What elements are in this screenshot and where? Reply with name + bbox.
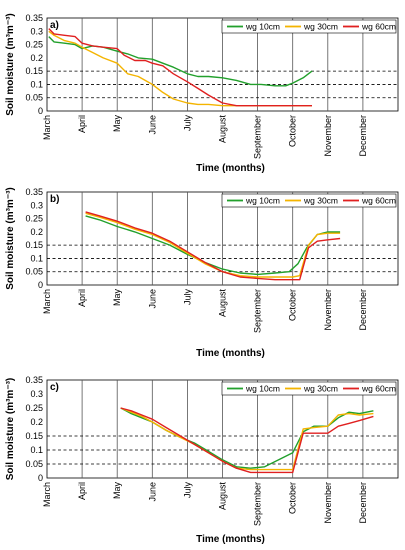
y-tick-label: 0.1	[30, 445, 43, 455]
x-tick-label: November	[323, 289, 333, 331]
x-tick-label: April	[77, 482, 87, 500]
x-tick-label: April	[77, 115, 87, 133]
y-tick-label: 0.35	[25, 13, 43, 23]
x-tick-label: September	[253, 482, 263, 526]
chart-panel-a: 0 0.05 0.1 0.15 0.2 0.25 0.3 0.35 March April May J…	[0, 0, 405, 184]
series-line-wg-60cm	[48, 28, 312, 107]
y-tick-label: 0.25	[25, 403, 43, 413]
x-tick-label: December	[358, 482, 368, 524]
chart-panel-b: 0 0.05 0.1 0.15 0.2 0.25 0.3 0.35 March April May J…	[0, 184, 405, 368]
chart-c-svg: 0 0.05 0.1 0.15 0.2 0.25 0.3 0.35 March April May J…	[5, 375, 399, 545]
x-axis-title: Time (months)	[196, 348, 265, 359]
x-tick-label: May	[112, 482, 122, 500]
legend-label: wg 30cm	[303, 196, 338, 206]
legend-label: wg 60cm	[361, 196, 396, 206]
y-tick-label: 0.2	[30, 417, 43, 427]
legend-box	[221, 381, 397, 396]
legend-label: wg 60cm	[361, 384, 396, 394]
x-tick-label: June	[147, 115, 157, 135]
x-tick-label: March	[42, 289, 52, 314]
x-tick-label: May	[112, 289, 122, 307]
legend-label: wg 10cm	[245, 384, 280, 394]
legend-box	[221, 19, 397, 34]
x-tick-label: December	[358, 115, 368, 157]
y-tick-label: 0.05	[25, 93, 43, 103]
y-tick-label: 0.05	[25, 459, 43, 469]
x-axis-title: Time (months)	[196, 534, 265, 545]
y-tick-label: 0.3	[30, 26, 43, 36]
chart-a-svg: 0 0.05 0.1 0.15 0.2 0.25 0.3 0.35 March April May J…	[5, 13, 399, 174]
y-axis-title: Soil moisture (m³m⁻³)	[5, 187, 16, 290]
x-tick-label: November	[323, 115, 333, 157]
series-line-wg-60cm	[120, 407, 374, 474]
x-tick-label: July	[182, 289, 192, 306]
y-tick-label: 0.1	[30, 253, 43, 263]
y-tick-label: 0.35	[25, 375, 43, 385]
y-axis-title: Soil moisture (m³m⁻³)	[5, 13, 16, 116]
y-tick-label: 0	[38, 106, 43, 116]
series-line-wg-10cm	[48, 36, 313, 87]
x-tick-label: March	[42, 482, 52, 507]
x-tick-label: August	[218, 115, 228, 144]
x-tick-label: July	[182, 482, 192, 499]
y-tick-label: 0.25	[25, 40, 43, 50]
legend-label: wg 10cm	[245, 22, 280, 32]
y-tick-label: 0.25	[25, 214, 43, 224]
legend-label: wg 60cm	[361, 22, 396, 32]
legend-label: wg 10cm	[245, 196, 280, 206]
series-line-wg-30cm	[120, 407, 374, 471]
legend-box	[221, 193, 397, 208]
y-tick-label: 0	[38, 280, 43, 290]
x-tick-label: September	[253, 115, 263, 159]
y-tick-label: 0.3	[30, 200, 43, 210]
x-tick-label: April	[77, 289, 87, 307]
x-tick-label: October	[288, 482, 298, 514]
x-tick-label: November	[323, 482, 333, 524]
x-tick-label: October	[288, 115, 298, 147]
y-axis-title: Soil moisture (m³m⁻³)	[5, 378, 16, 481]
y-tick-label: 0	[38, 473, 43, 483]
y-tick-label: 0.2	[30, 53, 43, 63]
panel-label: b)	[50, 194, 59, 205]
x-tick-label: December	[358, 289, 368, 331]
y-tick-label: 0.2	[30, 227, 43, 237]
chart-panel-c: 0 0.05 0.1 0.15 0.2 0.25 0.3 0.35 March April May J…	[0, 368, 405, 550]
x-tick-label: May	[112, 115, 122, 133]
series-line-wg-60cm	[85, 211, 341, 281]
x-tick-label: September	[253, 289, 263, 333]
legend-label: wg 30cm	[303, 384, 338, 394]
y-tick-label: 0.1	[30, 79, 43, 89]
y-tick-label: 0.15	[25, 240, 43, 250]
x-tick-label: August	[218, 289, 228, 318]
x-axis-title: Time (months)	[196, 163, 265, 174]
x-tick-label: July	[182, 115, 192, 132]
y-tick-label: 0.3	[30, 389, 43, 399]
series-line-wg-30cm	[48, 30, 312, 107]
x-tick-label: March	[42, 115, 52, 140]
panel-label: c)	[50, 382, 59, 393]
panel-label: a)	[50, 20, 59, 31]
legend-label: wg 30cm	[303, 22, 338, 32]
chart-b-svg: 0 0.05 0.1 0.15 0.2 0.25 0.3 0.35 March April May J…	[5, 187, 399, 359]
y-tick-label: 0.15	[25, 431, 43, 441]
y-tick-label: 0.05	[25, 267, 43, 277]
x-tick-label: June	[147, 482, 157, 502]
x-tick-label: August	[218, 482, 228, 511]
x-tick-label: October	[288, 289, 298, 321]
y-tick-label: 0.35	[25, 187, 43, 197]
y-tick-label: 0.15	[25, 66, 43, 76]
x-tick-label: June	[147, 289, 157, 309]
